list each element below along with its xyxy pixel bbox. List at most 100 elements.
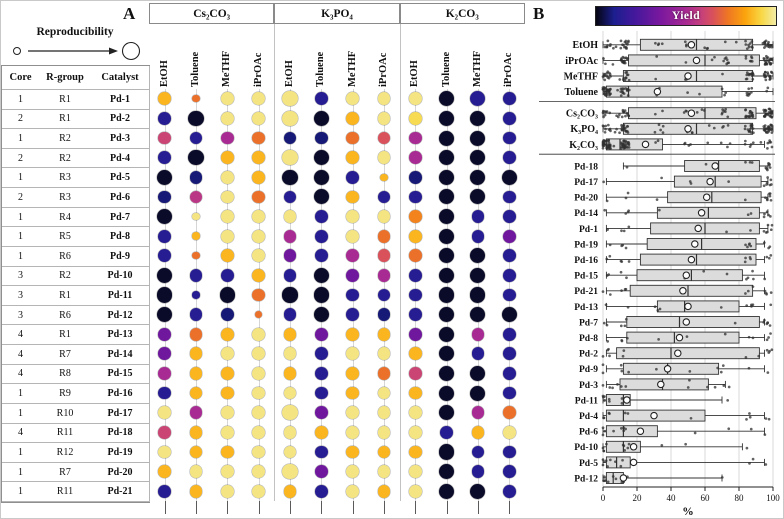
jitter-dot (622, 76, 626, 80)
jitter-dot (748, 462, 751, 465)
r-group-cell: R2 (39, 129, 92, 149)
jitter-dot (769, 70, 773, 74)
yield-dot (502, 406, 516, 420)
yield-dot (470, 189, 486, 205)
jitter-dot (765, 348, 769, 352)
yield-dot (502, 268, 516, 282)
jitter-dot (762, 241, 766, 245)
jitter-dot (770, 145, 774, 149)
core-cell: 2 (2, 109, 40, 130)
base-group-separator (274, 3, 276, 502)
yield-dot (313, 189, 329, 205)
r-group-cell: R1 (39, 286, 92, 306)
jitter-dot (726, 124, 730, 127)
mean-marker (684, 302, 692, 311)
jitter-dot (770, 223, 774, 227)
box-row: Pd-1 (579, 222, 774, 235)
jitter-dot (619, 146, 623, 150)
jitter-dot (766, 86, 770, 90)
jitter-dot (622, 145, 625, 149)
row-label: Pd-21 (574, 287, 598, 297)
yield-dot (346, 229, 360, 243)
yield-dot (346, 170, 360, 184)
jitter-dot (744, 114, 748, 118)
jitter-dot (615, 127, 618, 131)
solvent-column-label: iPrOAc (252, 52, 264, 87)
x-tick-label: 20 (633, 493, 643, 503)
box-rect (605, 425, 658, 438)
yield-dot (439, 307, 455, 323)
jitter-dot (626, 191, 630, 195)
jitter-dot (750, 111, 754, 115)
jitter-dot (603, 399, 606, 402)
row-label: Pd-8 (579, 334, 598, 344)
r-group-cell: R6 (39, 305, 92, 326)
yield-dot (314, 406, 328, 420)
r-group-cell: R10 (39, 403, 92, 424)
jitter-dot (750, 161, 754, 164)
jitter-dot (619, 259, 623, 263)
jitter-dot (603, 45, 607, 49)
jitter-dot (763, 70, 767, 74)
row-label: Pd-19 (574, 240, 598, 250)
r-group-cell: R3 (39, 168, 92, 189)
jitter-dot (608, 386, 612, 389)
yield-dot (314, 327, 328, 341)
jitter-dot (766, 147, 769, 150)
jitter-dot (602, 57, 605, 60)
yield-dot (219, 287, 235, 303)
jitter-dot (606, 44, 609, 47)
yield-dot (252, 229, 266, 243)
jitter-dot (602, 180, 605, 184)
jitter-dot (767, 127, 771, 131)
jitter-dot (762, 215, 766, 219)
jitter-dot (743, 124, 747, 128)
box-rect (684, 160, 760, 172)
mean-marker (697, 209, 706, 217)
yield-dot (220, 465, 234, 478)
matrix-column-tick (195, 501, 197, 515)
yield-dot (377, 229, 391, 243)
yield-dot (314, 347, 328, 361)
r-group-cell: R7 (39, 345, 92, 365)
yield-dot (439, 91, 455, 107)
table-header-core: Core (2, 66, 40, 90)
yield-dot (346, 288, 360, 302)
jitter-dot (601, 463, 605, 467)
mean-marker (687, 255, 696, 264)
yield-dot (346, 268, 360, 282)
jitter-dot (750, 40, 754, 43)
yield-dot (252, 131, 266, 145)
yield-dot (502, 131, 516, 145)
jitter-dot (744, 108, 747, 111)
jitter-dot (620, 89, 624, 93)
yield-dot (408, 327, 422, 341)
jitter-dot (626, 124, 629, 128)
jitter-dot (746, 245, 749, 249)
matrix-column-tick (477, 501, 479, 515)
jitter-dot (605, 442, 608, 446)
yield-dot (252, 249, 266, 263)
jitter-dot (745, 73, 749, 77)
jitter-dot (604, 62, 607, 66)
yield-dot (220, 445, 234, 459)
yield-dot (470, 130, 486, 146)
jitter-dot (625, 276, 628, 280)
yield-dot (377, 465, 391, 478)
matrix-column-tick (383, 501, 385, 515)
jitter-dot (624, 45, 627, 49)
yield-dot (189, 347, 203, 361)
jitter-dot (619, 427, 623, 430)
yield-dot (283, 484, 297, 498)
row-label: K₂CO₃ (569, 140, 598, 151)
yield-dot (283, 268, 297, 282)
jitter-dot (724, 56, 728, 59)
jitter-dot (751, 77, 755, 81)
yield-dot (346, 151, 360, 165)
yield-dot (282, 150, 298, 166)
yield-dot (158, 229, 172, 243)
r-group-cell: R8 (39, 364, 92, 385)
yield-dot (377, 367, 391, 380)
jitter-dot (624, 246, 628, 250)
